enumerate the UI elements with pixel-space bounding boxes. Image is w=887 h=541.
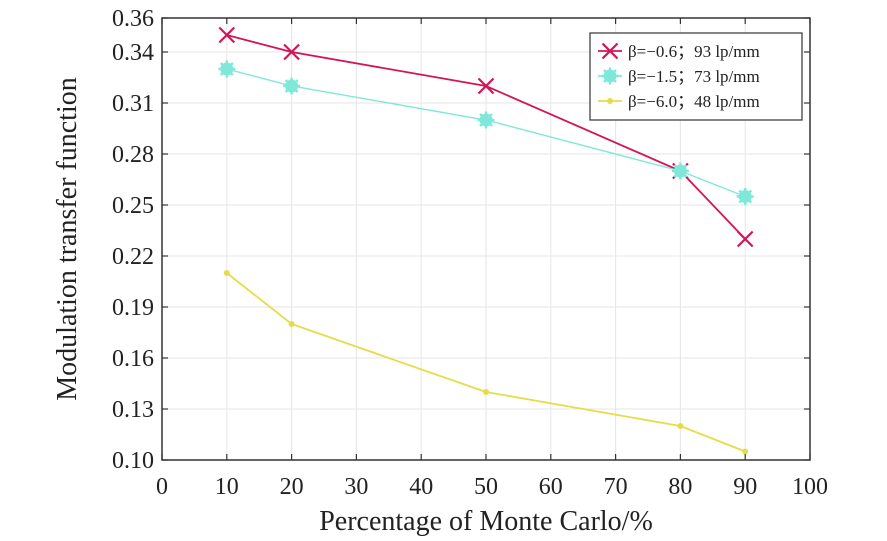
x-tick-label: 90 xyxy=(733,474,757,500)
y-tick-label: 0.22 xyxy=(112,244,154,270)
y-tick-label: 0.25 xyxy=(112,193,154,219)
x-tick-label: 0 xyxy=(156,474,168,500)
x-tick-label: 10 xyxy=(215,474,239,500)
data-point xyxy=(677,423,684,429)
data-point xyxy=(284,79,299,93)
legend-item: β=−6.0；48 lp/mm xyxy=(598,92,760,111)
y-tick-label: 0.10 xyxy=(112,448,154,474)
data-point xyxy=(477,77,495,95)
x-axis-title: Percentage of Monte Carlo/% xyxy=(319,506,653,537)
x-axis-ticks: 0 10 20 30 40 50 60 70 80 90 100 xyxy=(156,18,828,500)
y-tick-label: 0.31 xyxy=(112,91,154,117)
legend-label: β=−0.6；93 lp/mm xyxy=(628,42,760,61)
data-point xyxy=(742,448,749,455)
data-point xyxy=(736,230,754,248)
legend-item: β=−1.5；73 lp/mm xyxy=(598,67,760,86)
x-tick-label: 50 xyxy=(474,474,498,500)
data-point xyxy=(218,26,236,44)
x-tick-label: 40 xyxy=(409,474,433,500)
x-tick-label: 80 xyxy=(668,474,692,500)
x-tick-label: 60 xyxy=(539,474,563,500)
x-tick-label: 70 xyxy=(604,474,628,500)
x-tick-label: 20 xyxy=(280,474,304,500)
y-axis-ticks: 0.10 0.13 0.16 0.19 0.22 0.25 0.28 0.31 0.34 0.36 xyxy=(112,6,810,474)
data-point xyxy=(738,189,753,204)
data-point xyxy=(219,62,234,76)
y-tick-label: 0.19 xyxy=(112,295,154,321)
y-tick-label: 0.13 xyxy=(112,397,154,423)
x-tick-label: 30 xyxy=(344,474,368,500)
data-point xyxy=(673,164,688,178)
legend-marker xyxy=(601,42,619,60)
legend-label: β=−6.0；48 lp/mm xyxy=(628,92,760,111)
data-point xyxy=(479,113,493,127)
legend-marker xyxy=(607,98,613,104)
y-tick-label: 0.28 xyxy=(112,142,154,168)
data-point xyxy=(223,270,230,276)
data-point xyxy=(283,43,300,61)
series-layer xyxy=(218,26,754,455)
y-tick-label: 0.16 xyxy=(112,346,154,372)
data-point xyxy=(483,389,489,395)
x-tick-label: 100 xyxy=(792,474,828,500)
legend-label: β=−1.5；73 lp/mm xyxy=(628,67,760,86)
y-tick-label: 0.34 xyxy=(112,40,154,66)
legend-marker xyxy=(603,69,617,83)
legend-item: β=−0.6；93 lp/mm xyxy=(598,42,760,61)
y-tick-label: 0.36 xyxy=(112,6,154,32)
legend: β=−0.6；93 lp/mm β=−1.5；73 lp/mm β=−6.0；48 … xyxy=(589,32,803,121)
series-3 xyxy=(223,270,749,455)
data-point xyxy=(288,321,295,327)
legend-box xyxy=(589,32,803,121)
series-2 xyxy=(218,60,754,205)
y-axis-title: Modulation transfer function xyxy=(52,77,83,400)
